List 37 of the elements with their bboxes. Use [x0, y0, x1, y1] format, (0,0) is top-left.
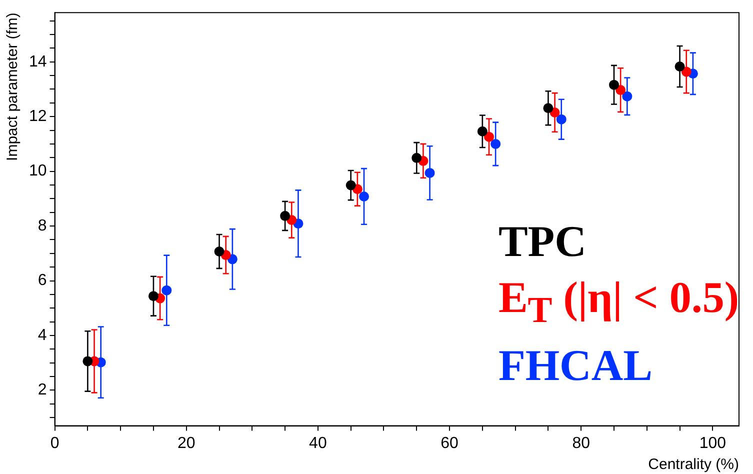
y-axis-title: Impact parameter (fm) [4, 12, 22, 161]
point [681, 66, 692, 77]
x-tick-label: 80 [572, 434, 590, 452]
y-tick-label: 4 [38, 326, 47, 344]
y-tick-label: 14 [29, 53, 47, 70]
point [214, 246, 224, 256]
point [82, 356, 93, 366]
point [412, 152, 422, 163]
y-tick-label: 12 [29, 108, 47, 125]
point [148, 291, 158, 302]
x-tick-label: 60 [440, 434, 459, 452]
point [280, 210, 290, 221]
x-tick-label: 0 [50, 434, 60, 452]
y-tick-label: 6 [38, 272, 47, 290]
point [484, 132, 494, 142]
text: E$_{T}$ (|η| < 0.5) [498, 272, 739, 332]
text: FHCAL [498, 340, 654, 392]
point [424, 168, 435, 178]
series-label: TPC [498, 216, 588, 268]
x-tick-label: 100 [699, 434, 726, 452]
y-tick-label: 2 [38, 382, 47, 399]
x-axis-title: Centrality (%) [648, 456, 739, 474]
y-tick-label: 8 [38, 217, 47, 234]
x-tick-label: 40 [309, 434, 327, 452]
point [556, 114, 566, 124]
point [346, 180, 356, 190]
point [622, 91, 632, 102]
point [609, 80, 619, 90]
point [616, 85, 626, 96]
point [674, 62, 685, 72]
y-tick-label: 10 [29, 162, 47, 180]
x-tick-label: 20 [177, 434, 196, 452]
point [543, 103, 554, 114]
point [477, 126, 488, 136]
point [490, 138, 501, 149]
point [162, 285, 172, 296]
point [359, 191, 370, 202]
